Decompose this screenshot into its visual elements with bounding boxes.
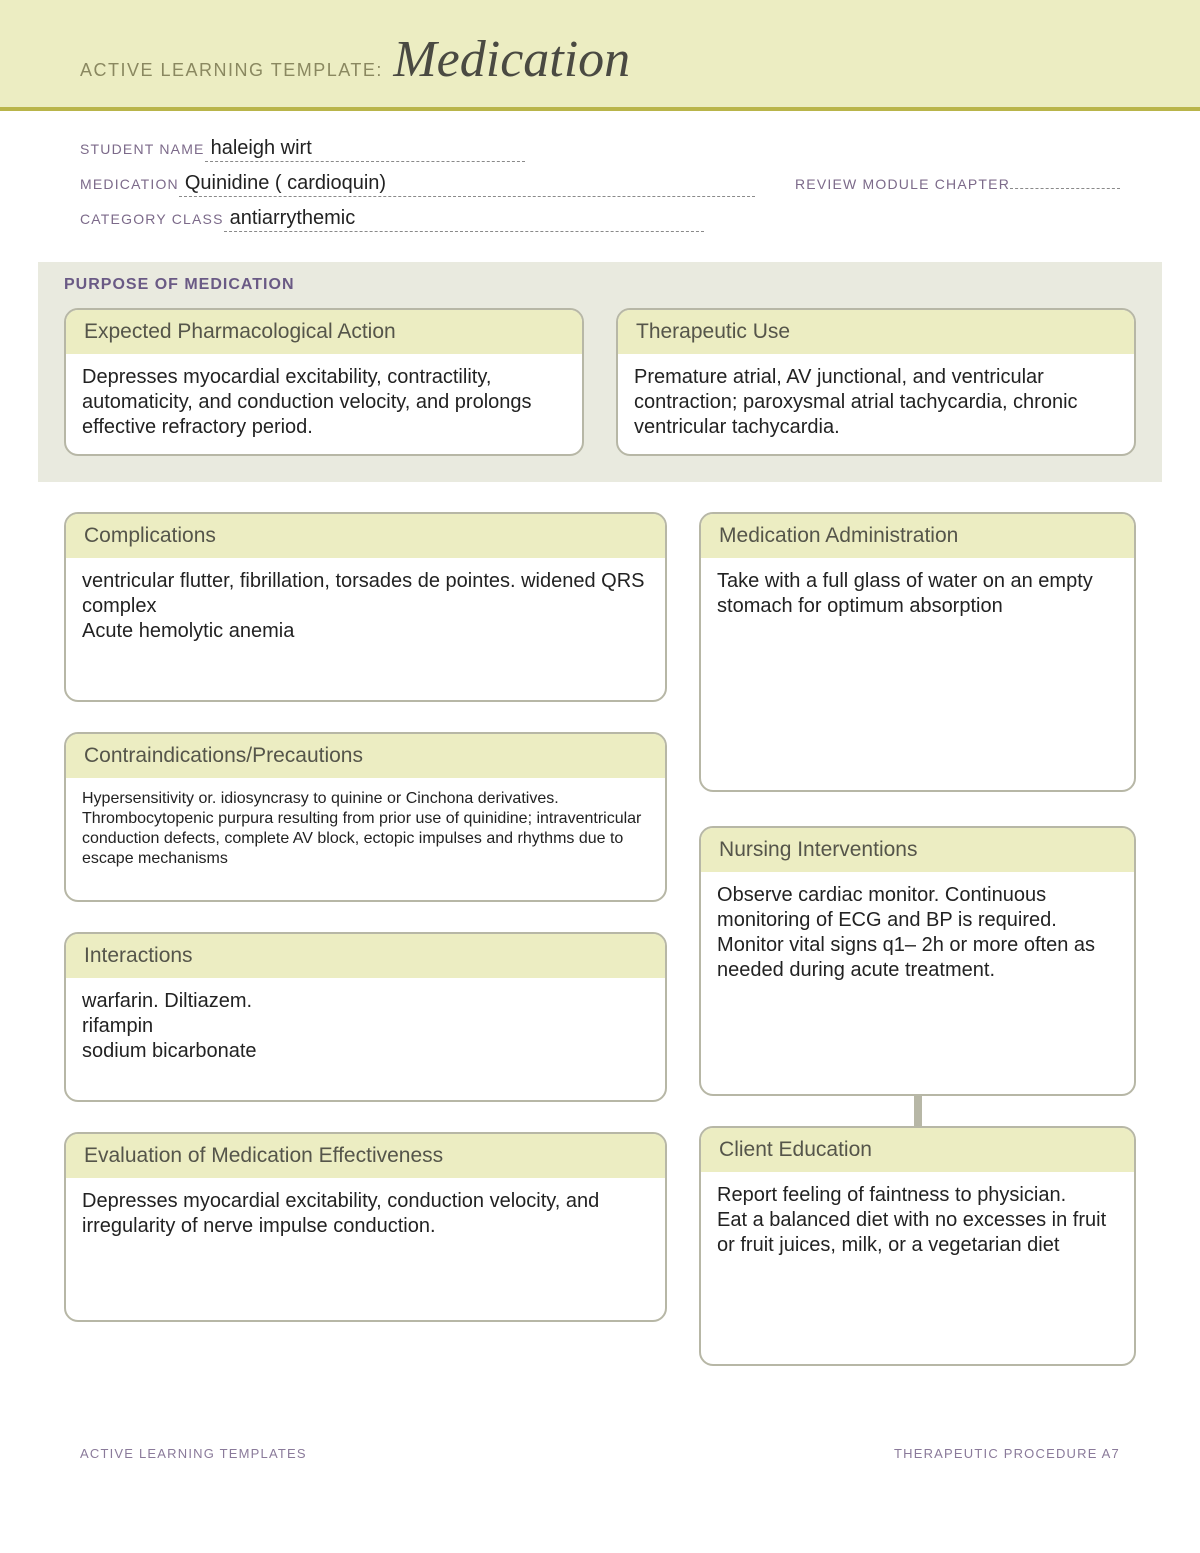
card-body: Hypersensitivity or. idiosyncrasy to qui… <box>66 781 665 900</box>
card-title: Evaluation of Medication Effectiveness <box>66 1134 665 1181</box>
card-title: Complications <box>66 514 665 561</box>
header-title: Medication <box>393 30 630 89</box>
header-band: ACTIVE LEARNING TEMPLATE: Medication <box>0 0 1200 111</box>
student-name-label: STUDENT NAME <box>80 141 205 157</box>
card-evaluation: Evaluation of Medication Effectiveness D… <box>64 1132 667 1322</box>
card-complications: Complications ventricular flutter, fibri… <box>64 512 667 702</box>
card-title: Interactions <box>66 934 665 981</box>
card-body: ventricular flutter, fibrillation, torsa… <box>66 561 665 700</box>
footer-left: ACTIVE LEARNING TEMPLATES <box>80 1446 307 1461</box>
card-title: Therapeutic Use <box>618 310 1134 357</box>
connector-line <box>914 1096 922 1126</box>
column-left: Complications ventricular flutter, fibri… <box>64 512 667 1366</box>
card-body: Report feeling of faintness to physician… <box>701 1175 1134 1364</box>
card-interactions: Interactions warfarin. Diltiazem. rifamp… <box>64 932 667 1102</box>
purpose-section-title: PURPOSE OF MEDICATION <box>64 276 1136 294</box>
card-body: Premature atrial, AV junctional, and ven… <box>618 357 1134 454</box>
card-body: Observe cardiac monitor. Continuous moni… <box>701 875 1134 1094</box>
card-title: Client Education <box>701 1128 1134 1175</box>
card-nursing-interventions: Nursing Interventions Observe cardiac mo… <box>699 826 1136 1096</box>
card-body: Take with a full glass of water on an em… <box>701 561 1134 790</box>
column-right: Medication Administration Take with a fu… <box>699 512 1136 1366</box>
card-body: Depresses myocardial excitability, condu… <box>66 1181 665 1320</box>
main-grid: Complications ventricular flutter, fibri… <box>0 482 1200 1386</box>
purpose-section: PURPOSE OF MEDICATION Expected Pharmacol… <box>38 262 1162 482</box>
card-body: Depresses myocardial excitability, contr… <box>66 357 582 454</box>
card-contraindications: Contraindications/Precautions Hypersensi… <box>64 732 667 902</box>
card-title: Nursing Interventions <box>701 828 1134 875</box>
review-chapter-value <box>1010 173 1120 189</box>
medication-label: MEDICATION <box>80 176 179 192</box>
card-therapeutic-use: Therapeutic Use Premature atrial, AV jun… <box>616 308 1136 456</box>
card-body: warfarin. Diltiazem. rifampin sodium bic… <box>66 981 665 1100</box>
card-client-education: Client Education Report feeling of faint… <box>699 1126 1136 1366</box>
card-title: Expected Pharmacological Action <box>66 310 582 357</box>
footer-right: THERAPEUTIC PROCEDURE A7 <box>894 1446 1120 1461</box>
header-prefix: ACTIVE LEARNING TEMPLATE: <box>80 60 383 81</box>
category-class-label: CATEGORY CLASS <box>80 211 224 227</box>
card-pharmacological-action: Expected Pharmacological Action Depresse… <box>64 308 584 456</box>
review-chapter-label: REVIEW MODULE CHAPTER <box>795 176 1010 192</box>
card-medication-administration: Medication Administration Take with a fu… <box>699 512 1136 792</box>
info-block: STUDENT NAME haleigh wirt MEDICATION Qui… <box>0 111 1200 262</box>
category-class-value: antiarrythemic <box>224 207 704 232</box>
student-name-value: haleigh wirt <box>205 137 525 162</box>
card-title: Medication Administration <box>701 514 1134 561</box>
medication-value: Quinidine ( cardioquin) <box>179 172 755 197</box>
card-title: Contraindications/Precautions <box>66 734 665 781</box>
footer: ACTIVE LEARNING TEMPLATES THERAPEUTIC PR… <box>0 1386 1200 1491</box>
